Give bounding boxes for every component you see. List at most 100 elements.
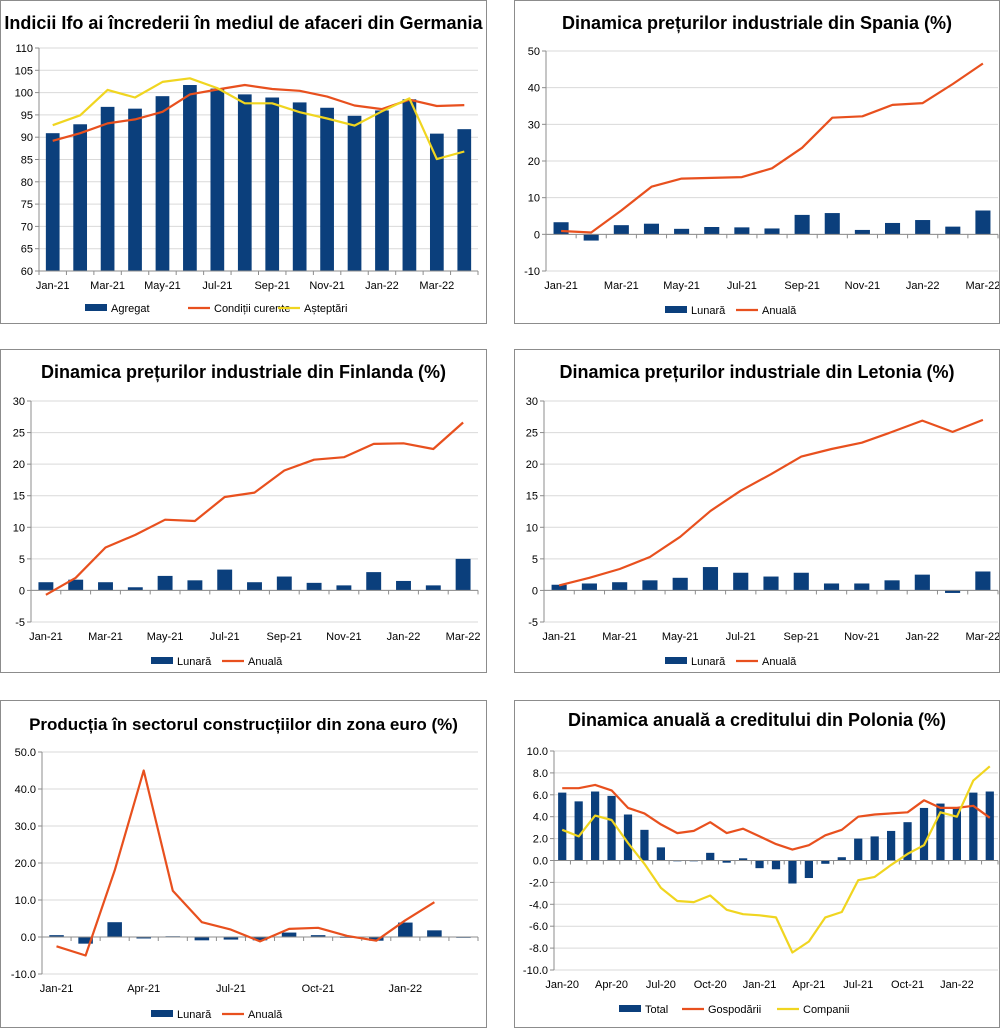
legend-label: Așteptări	[304, 303, 347, 315]
bar	[885, 222, 901, 235]
y-tick-label: 20	[528, 156, 540, 168]
bar	[722, 860, 731, 863]
series-line	[45, 421, 464, 596]
y-tick-label: 25	[526, 428, 538, 440]
x-tick-label: Mar-21	[602, 631, 637, 643]
chart-title: Indicii Ifo ai încrederii în mediul de a…	[4, 13, 483, 33]
bar	[347, 115, 362, 272]
bar	[457, 129, 472, 271]
x-tick-label: Nov-21	[309, 280, 344, 292]
bar	[276, 576, 292, 591]
legend-label: Anuală	[762, 305, 797, 317]
bar	[128, 108, 142, 271]
x-tick-label: Jul-21	[202, 280, 232, 292]
x-tick-label: Jan-21	[36, 280, 70, 292]
bar	[870, 836, 879, 861]
chart-eurozone-construction: Producția în sectorul construcțiilor din…	[11, 715, 479, 1021]
bar	[794, 214, 810, 235]
bar	[674, 228, 690, 235]
bar	[396, 580, 411, 591]
y-tick-label: 15	[13, 491, 25, 503]
bar	[425, 585, 441, 591]
x-tick-label: Jul-21	[210, 631, 240, 643]
bar	[369, 937, 384, 941]
bar	[915, 220, 931, 235]
x-tick-label: Oct-21	[891, 979, 924, 991]
series-line	[561, 62, 984, 234]
x-tick-label: Mar-21	[604, 280, 639, 292]
bar	[854, 583, 870, 591]
legend-label: Lunară	[691, 656, 726, 668]
x-tick-label: May-21	[662, 631, 699, 643]
series-line	[52, 77, 465, 161]
bar	[640, 829, 649, 861]
x-tick-label: Jul-21	[216, 983, 246, 995]
chart-poland-credit: Dinamica anuală a creditului din Polonia…	[523, 710, 999, 1016]
y-tick-label: 75	[21, 199, 33, 211]
y-tick-label: 10.0	[15, 895, 36, 907]
y-tick-label: 0	[19, 585, 25, 597]
bar	[914, 574, 930, 591]
bar	[945, 590, 961, 593]
bar	[612, 582, 628, 591]
bar	[366, 572, 382, 591]
y-tick-label: 0.0	[533, 856, 548, 868]
y-tick-label: -5	[15, 617, 25, 629]
bar	[702, 567, 719, 591]
chart-spain: Dinamica prețurilor industriale din Span…	[524, 13, 999, 317]
y-tick-label: 85	[21, 155, 33, 167]
legend-label: Total	[645, 1004, 668, 1016]
bar	[969, 792, 978, 861]
legend-label: Anuală	[248, 1009, 283, 1021]
bar	[824, 213, 840, 235]
x-tick-label: Oct-21	[302, 983, 335, 995]
y-tick-label: -10.0	[523, 965, 548, 977]
y-tick-label: -4.0	[529, 899, 548, 911]
chart-panel-germany: Indicii Ifo ai încrederii în mediul de a…	[0, 0, 487, 324]
bar	[804, 860, 813, 879]
bar	[975, 571, 991, 591]
y-tick-label: 6.0	[533, 790, 548, 802]
bar	[210, 88, 225, 271]
x-tick-label: Sep-21	[784, 631, 819, 643]
x-tick-label: Sep-21	[784, 280, 819, 292]
y-tick-label: 90	[21, 132, 33, 144]
legend-swatch	[151, 657, 173, 664]
y-tick-label: 40	[528, 83, 540, 95]
bar	[292, 102, 307, 271]
x-tick-label: Jul-21	[726, 631, 756, 643]
x-tick-label: Jan-21	[40, 983, 74, 995]
bar	[643, 223, 659, 235]
x-tick-label: Jan-22	[387, 631, 421, 643]
legend-swatch	[619, 1005, 641, 1012]
bar	[706, 852, 715, 861]
legend-swatch	[665, 657, 687, 664]
y-tick-label: 80	[21, 177, 33, 189]
x-tick-label: Sep-21	[267, 631, 302, 643]
bar	[558, 792, 567, 861]
chart-panel-finland: Dinamica prețurilor industriale din Finl…	[0, 349, 487, 673]
bar	[672, 577, 688, 591]
bar	[265, 97, 280, 271]
bar	[402, 99, 417, 271]
series-line	[561, 765, 991, 954]
y-tick-label: 30	[528, 119, 540, 131]
x-tick-label: May-21	[147, 631, 184, 643]
x-tick-label: Apr-21	[792, 979, 825, 991]
x-tick-label: Jan-21	[743, 979, 777, 991]
bar	[739, 858, 748, 861]
legend-label: Gospodării	[708, 1004, 761, 1016]
series-line	[558, 418, 984, 587]
bar	[771, 860, 781, 870]
bar	[755, 860, 764, 869]
bar	[734, 227, 750, 235]
bar	[788, 860, 797, 884]
bar	[607, 795, 616, 861]
bar	[763, 576, 779, 591]
bar	[952, 807, 961, 861]
bar	[427, 930, 442, 937]
bar	[237, 94, 252, 271]
bar	[854, 838, 863, 861]
bar	[854, 229, 870, 235]
chart-title: Dinamica prețurilor industriale din Span…	[562, 13, 952, 33]
